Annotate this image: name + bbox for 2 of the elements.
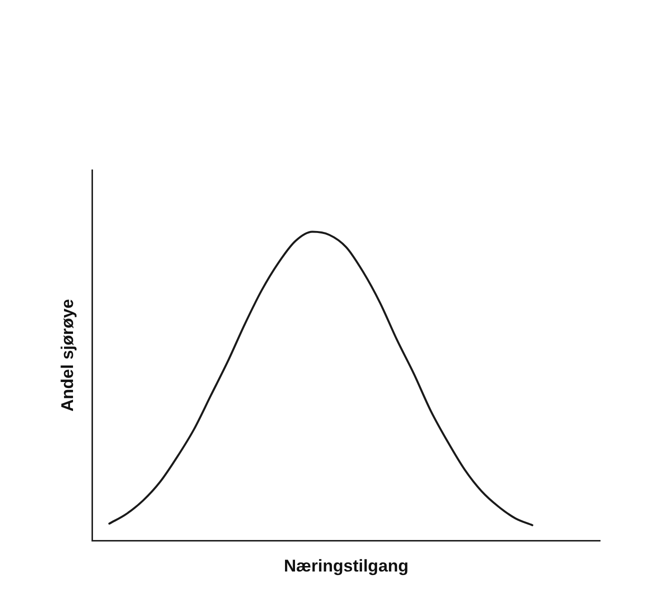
x-axis-title: Næringstilgang bbox=[284, 556, 409, 576]
y-axis-title: Andel sjørøye bbox=[58, 299, 77, 412]
